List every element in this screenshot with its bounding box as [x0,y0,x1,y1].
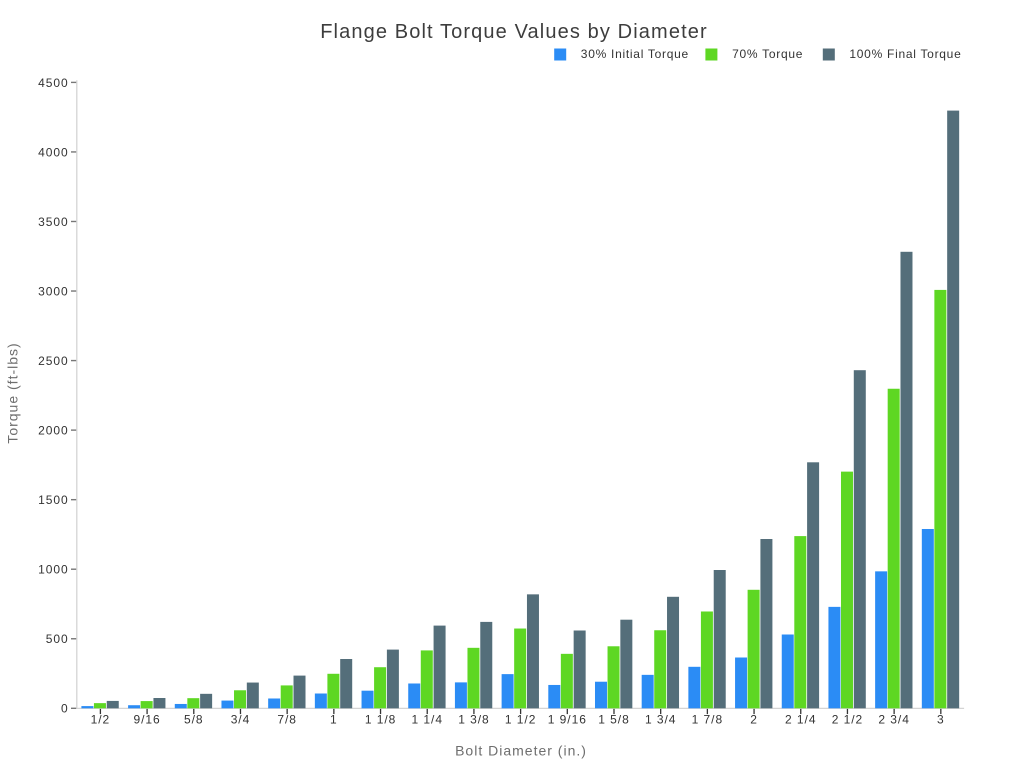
svg-text:2 1/2: 2 1/2 [832,713,863,727]
svg-text:1 7/8: 1 7/8 [692,713,723,727]
svg-text:3500: 3500 [38,215,69,229]
svg-text:1 1/4: 1 1/4 [412,713,443,727]
svg-text:1 1/8: 1 1/8 [365,713,396,727]
svg-text:2000: 2000 [38,424,69,438]
svg-text:9/16: 9/16 [134,713,161,727]
svg-text:100% Final Torque: 100% Final Torque [849,47,961,61]
svg-text:Bolt Diameter (in.): Bolt Diameter (in.) [455,742,587,758]
svg-text:0: 0 [61,702,69,716]
svg-text:4000: 4000 [38,145,69,159]
svg-text:2: 2 [750,713,758,727]
svg-text:5/8: 5/8 [184,713,204,727]
svg-text:1/2: 1/2 [91,713,111,727]
svg-text:2 3/4: 2 3/4 [878,713,909,727]
svg-text:1500: 1500 [38,493,69,507]
svg-text:4500: 4500 [38,76,69,90]
svg-text:Flange Bolt Torque Values by D: Flange Bolt Torque Values by Diameter [320,21,708,43]
svg-text:30% Initial Torque: 30% Initial Torque [581,47,689,61]
svg-text:1000: 1000 [38,563,69,577]
svg-text:2 1/4: 2 1/4 [785,713,816,727]
svg-text:500: 500 [46,632,69,646]
svg-text:3/4: 3/4 [231,713,251,727]
svg-text:7/8: 7/8 [277,713,297,727]
svg-text:3000: 3000 [38,284,69,298]
svg-text:3: 3 [937,713,945,727]
svg-text:1 1/2: 1 1/2 [505,713,536,727]
svg-text:1 3/8: 1 3/8 [458,713,489,727]
svg-text:1: 1 [330,713,338,727]
svg-text:1 5/8: 1 5/8 [598,713,629,727]
svg-text:Torque (ft-lbs): Torque (ft-lbs) [4,342,20,443]
svg-text:1 9/16: 1 9/16 [548,713,587,727]
svg-text:1 3/4: 1 3/4 [645,713,676,727]
svg-text:70% Torque: 70% Torque [732,47,803,61]
svg-text:2500: 2500 [38,354,69,368]
